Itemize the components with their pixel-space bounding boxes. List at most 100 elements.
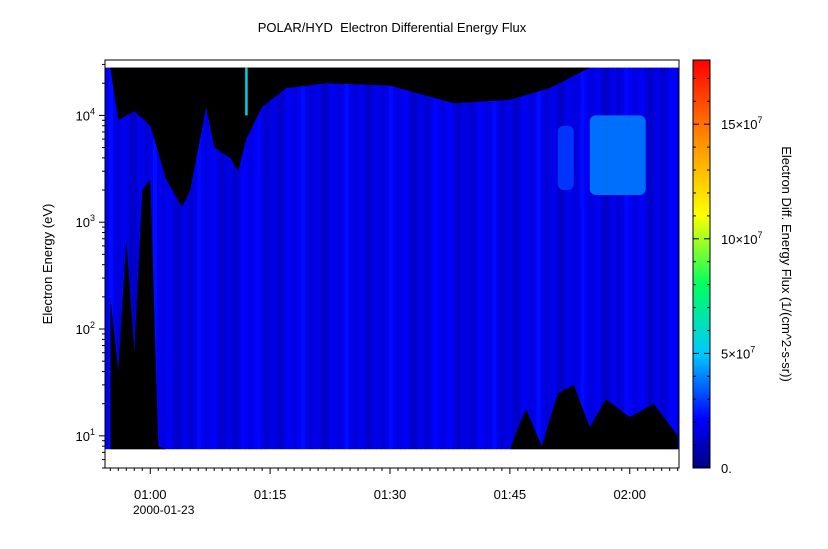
flux-stripe [652,67,657,450]
flux-stripe [272,67,278,450]
flux-stripe [168,67,174,450]
flux-stripe [624,67,629,450]
flux-stripe [664,67,669,450]
y-tick-label: 102 [76,320,95,337]
flux-stripe [484,67,490,450]
flux-stripe [292,67,298,450]
flux-stripe [608,67,614,450]
flux-stripe [600,67,606,450]
flux-stripe [604,67,610,450]
flux-stripe [456,67,462,450]
flux-stripe [544,67,550,450]
flux-stripe [200,67,206,450]
flux-stripe [388,67,394,450]
x-tick-label: 01:45 [494,487,527,502]
flux-stripe [376,67,382,450]
flux-stripe [252,67,258,450]
flux-stripe [580,67,586,450]
flux-stripe [160,67,166,450]
flux-stripe [360,67,366,450]
flux-stripe [396,67,402,450]
flux-stripe [612,67,618,450]
chart-title: POLAR/HYD Electron Differential Energy F… [258,20,527,35]
flux-stripe [316,67,322,450]
flux-stripe [216,67,222,450]
flux-stripe [556,67,562,450]
flux-stripe [488,67,494,450]
flux-stripe [240,67,246,450]
flux-stripe [105,67,110,450]
flux-stripe [620,67,625,450]
y-axis-label: Electron Energy (eV) [40,204,55,325]
flux-stripe [656,67,661,450]
flux-stripe [300,67,306,450]
flux-stripe [672,67,677,450]
flux-stripe [176,67,182,450]
y-axis: 101 102 103 104 [76,63,105,469]
flux-stripe [464,67,470,450]
flux-stripe [636,67,641,450]
flux-stripe [440,67,446,450]
flux-stripe [196,67,202,450]
flux-spike [245,67,248,116]
x-date-label: 2000-01-23 [133,503,195,517]
x-tick-label: 01:00 [134,487,167,502]
flux-stripe [276,67,282,450]
flux-stripe [420,67,426,450]
flux-stripe [560,67,566,450]
flux-stripe [552,67,558,450]
flux-stripe [412,67,418,450]
flux-stripe [632,67,637,450]
enhanced-flux-region [589,115,646,195]
x-tick-label: 01:15 [254,487,287,502]
flux-stripe [204,67,210,450]
flux-stripe [516,67,522,450]
flux-stripe [368,67,374,450]
flux-stripe [192,67,198,450]
colorbar-label: Electron Diff. Energy Flux (1/(cm^2-s-sr… [779,146,794,382]
flux-stripe [228,67,234,450]
colorbar-scale [692,59,711,469]
flux-stripe [116,67,122,450]
flux-stripe [400,67,406,450]
flux-stripe [592,67,598,450]
colorbar-tick-label: 0. [721,461,732,476]
flux-stripe [236,67,242,450]
flux-stripe [320,67,326,450]
y-tick-label: 104 [76,106,95,123]
plot-area [105,60,679,468]
flux-stripe [132,67,138,450]
flux-stripe [120,67,126,450]
x-tick-label: 01:30 [374,487,407,502]
flux-stripe [384,67,390,450]
flux-stripe [344,67,350,450]
flux-stripe [588,67,594,450]
flux-stripe [392,67,398,450]
flux-stripe [616,67,622,450]
flux-stripe [172,67,178,450]
x-axis: 01:00 01:15 01:30 01:45 02:00 [109,468,679,502]
flux-stripe [288,67,294,450]
flux-stripe [340,67,346,450]
flux-stripe [480,67,486,450]
flux-stripe [564,67,570,450]
y-tick-label: 103 [76,213,95,230]
flux-stripe [208,67,214,450]
flux-stripe [232,67,238,450]
flux-stripe [628,67,633,450]
flux-stripe [460,67,466,450]
flux-stripe [164,67,170,450]
flux-stripe [548,67,554,450]
flux-stripe [404,67,410,450]
flux-stripe [408,67,414,450]
flux-stripe [280,67,286,450]
flux-stripe [528,67,534,450]
flux-stripe [248,67,254,450]
flux-stripe [660,67,665,450]
upper-fill-region [110,67,678,207]
flux-stripe [109,67,114,450]
flux-stripe [432,67,438,450]
enhanced-flux-regions [557,115,646,195]
flux-stripes [105,67,679,450]
